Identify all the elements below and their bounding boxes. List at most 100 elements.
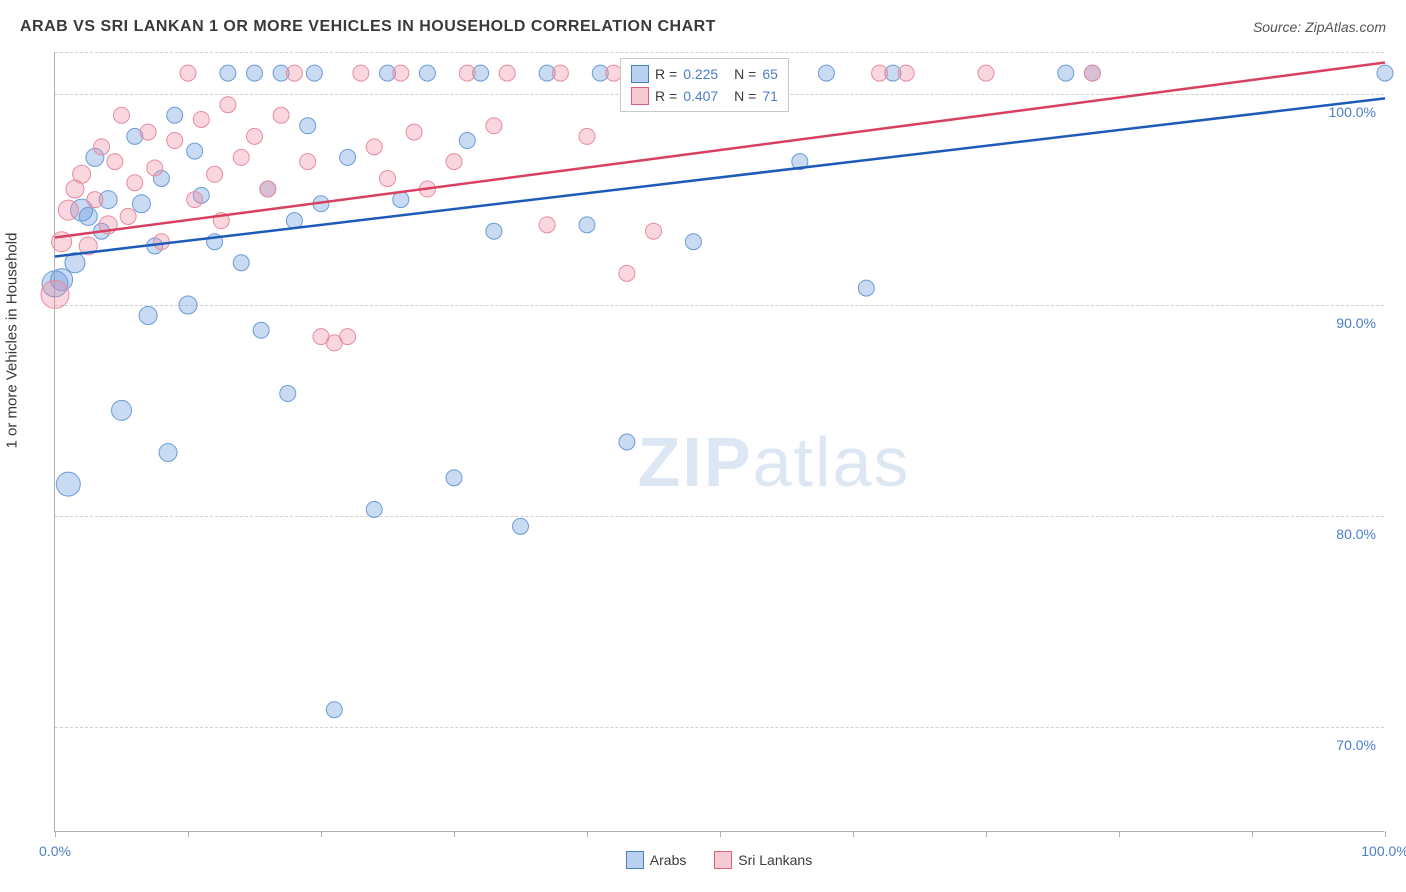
scatter-point bbox=[1058, 65, 1074, 81]
scatter-point bbox=[114, 107, 130, 123]
scatter-point bbox=[340, 149, 356, 165]
scatter-point bbox=[127, 175, 143, 191]
chart-title: ARAB VS SRI LANKAN 1 OR MORE VEHICLES IN… bbox=[20, 18, 716, 36]
plot-area: ZIPatlas 70.0%80.0%90.0%100.0%0.0%100.0% bbox=[54, 52, 1384, 832]
legend-item: Arabs bbox=[626, 851, 687, 869]
scatter-point bbox=[273, 107, 289, 123]
scatter-point bbox=[1084, 65, 1100, 81]
scatter-point bbox=[446, 470, 462, 486]
scatter-point bbox=[353, 65, 369, 81]
scatter-point bbox=[220, 97, 236, 113]
scatter-point bbox=[499, 65, 515, 81]
scatter-point bbox=[79, 207, 97, 225]
scatter-point bbox=[300, 154, 316, 170]
scatter-point bbox=[139, 307, 157, 325]
source-label: Source: ZipAtlas.com bbox=[1253, 19, 1386, 35]
scatter-point bbox=[300, 118, 316, 134]
scatter-point bbox=[187, 143, 203, 159]
scatter-point bbox=[380, 170, 396, 186]
scatter-point bbox=[247, 128, 263, 144]
scatter-point bbox=[486, 118, 502, 134]
scatter-point bbox=[459, 133, 475, 149]
scatter-point bbox=[858, 280, 874, 296]
legend-row: R = 0.407 N = 71 bbox=[631, 85, 778, 107]
regression-line bbox=[55, 98, 1385, 256]
scatter-point bbox=[233, 149, 249, 165]
legend-row: R = 0.225 N = 65 bbox=[631, 63, 778, 85]
scatter-point bbox=[340, 329, 356, 345]
scatter-point bbox=[167, 107, 183, 123]
scatter-point bbox=[459, 65, 475, 81]
scatter-point bbox=[260, 181, 276, 197]
legend-item: Sri Lankans bbox=[714, 851, 812, 869]
scatter-point bbox=[41, 280, 69, 308]
legend-r-value: 0.407 bbox=[683, 85, 718, 107]
scatter-point bbox=[159, 444, 177, 462]
legend-label: Sri Lankans bbox=[738, 852, 812, 868]
legend-n-label: N = bbox=[734, 85, 756, 107]
scatter-point bbox=[446, 154, 462, 170]
scatter-point bbox=[56, 472, 80, 496]
x-tick bbox=[1385, 831, 1386, 837]
scatter-point bbox=[180, 65, 196, 81]
scatter-point bbox=[539, 217, 555, 233]
chart-header: ARAB VS SRI LANKAN 1 OR MORE VEHICLES IN… bbox=[20, 18, 1386, 36]
scatter-point bbox=[112, 400, 132, 420]
legend-swatch-pink bbox=[714, 851, 732, 869]
scatter-point bbox=[978, 65, 994, 81]
plot-canvas: ZIPatlas 70.0%80.0%90.0%100.0%0.0%100.0% bbox=[54, 52, 1384, 832]
legend-r-value: 0.225 bbox=[683, 63, 718, 85]
scatter-point bbox=[179, 296, 197, 314]
scatter-point bbox=[898, 65, 914, 81]
scatter-point bbox=[132, 195, 150, 213]
scatter-point bbox=[818, 65, 834, 81]
legend-r-label: R = bbox=[655, 85, 677, 107]
y-axis-label: 1 or more Vehicles in Household bbox=[4, 233, 21, 449]
scatter-point bbox=[872, 65, 888, 81]
scatter-point bbox=[1377, 65, 1393, 81]
scatter-point bbox=[58, 200, 78, 220]
scatter-point bbox=[393, 65, 409, 81]
scatter-point bbox=[579, 128, 595, 144]
scatter-point bbox=[646, 223, 662, 239]
scatter-point bbox=[366, 501, 382, 517]
scatter-point bbox=[247, 65, 263, 81]
scatter-point bbox=[167, 133, 183, 149]
scatter-point bbox=[579, 217, 595, 233]
scatter-point bbox=[153, 234, 169, 250]
legend-n-value: 71 bbox=[762, 85, 778, 107]
scatter-point bbox=[193, 111, 209, 127]
scatter-point bbox=[187, 192, 203, 208]
scatter-point bbox=[486, 223, 502, 239]
scatter-svg bbox=[55, 52, 1385, 832]
correlation-legend: R = 0.225 N = 65 R = 0.407 N = 71 bbox=[620, 58, 789, 112]
scatter-point bbox=[406, 124, 422, 140]
legend-swatch-pink bbox=[631, 87, 649, 105]
legend-label: Arabs bbox=[650, 852, 687, 868]
series-legend: Arabs Sri Lankans bbox=[54, 851, 1384, 872]
scatter-point bbox=[120, 208, 136, 224]
scatter-point bbox=[619, 434, 635, 450]
scatter-point bbox=[286, 65, 302, 81]
scatter-point bbox=[552, 65, 568, 81]
scatter-point bbox=[280, 386, 296, 402]
legend-n-value: 65 bbox=[762, 63, 778, 85]
scatter-point bbox=[140, 124, 156, 140]
legend-r-label: R = bbox=[655, 63, 677, 85]
legend-swatch-blue bbox=[631, 65, 649, 83]
scatter-point bbox=[366, 139, 382, 155]
scatter-point bbox=[685, 234, 701, 250]
scatter-point bbox=[147, 160, 163, 176]
scatter-point bbox=[87, 192, 103, 208]
scatter-point bbox=[306, 65, 322, 81]
scatter-point bbox=[513, 518, 529, 534]
scatter-point bbox=[94, 139, 110, 155]
scatter-point bbox=[619, 265, 635, 281]
scatter-point bbox=[207, 166, 223, 182]
legend-n-label: N = bbox=[734, 63, 756, 85]
scatter-point bbox=[220, 65, 236, 81]
scatter-point bbox=[326, 702, 342, 718]
scatter-point bbox=[419, 65, 435, 81]
legend-swatch-blue bbox=[626, 851, 644, 869]
scatter-point bbox=[107, 154, 123, 170]
